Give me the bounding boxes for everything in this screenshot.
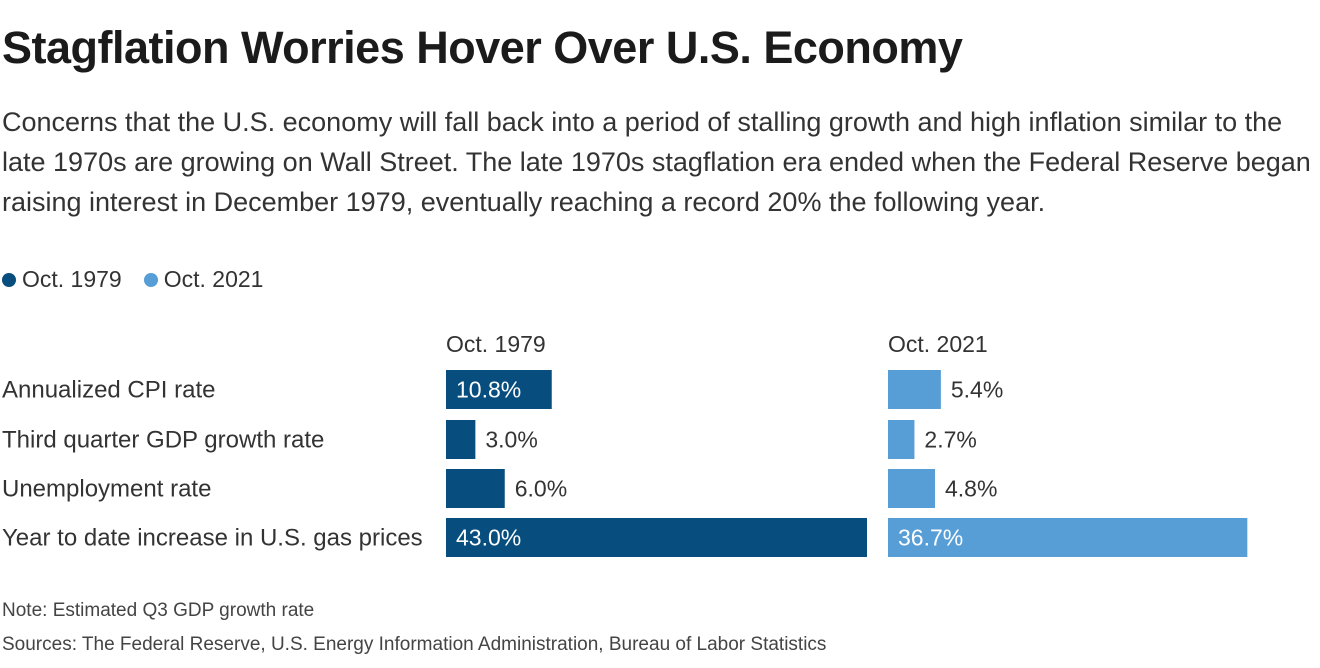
value-label-0-2: 6.0%: [515, 476, 567, 502]
value-label-0-1: 3.0%: [485, 427, 537, 453]
category-label-1: Third quarter GDP growth rate: [2, 427, 324, 454]
category-label-0: Annualized CPI rate: [2, 377, 215, 404]
category-label-2: Unemployment rate: [2, 476, 211, 503]
bar-1-1: [888, 420, 915, 459]
bar-0-3: [446, 518, 867, 557]
chart-sources: Sources: The Federal Reserve, U.S. Energ…: [2, 634, 827, 655]
bar-1-0: [888, 370, 941, 409]
value-label-0-3: 43.0%: [456, 525, 521, 551]
bar-0-2: [446, 469, 505, 508]
value-label-1-0: 5.4%: [951, 377, 1003, 403]
chart-note: Note: Estimated Q3 GDP growth rate: [2, 600, 315, 621]
legend-label-2021: Oct. 2021: [163, 266, 264, 292]
legend-item-2021: Oct. 2021: [143, 266, 264, 293]
bar-0-0: [446, 370, 552, 409]
legend-item-1979: Oct. 1979: [2, 266, 122, 293]
bar-1-2: [888, 469, 935, 508]
chart-subtitle: Concerns that the U.S. economy will fall…: [2, 107, 1311, 217]
legend-label-1979: Oct. 1979: [22, 266, 122, 292]
value-label-1-2: 4.8%: [945, 476, 997, 502]
column-header-0: Oct. 1979: [446, 331, 546, 357]
value-label-1-3: 36.7%: [898, 525, 963, 551]
bar-chart: Oct. 1979 Oct. 2021 Annualized CPI rate Thi…: [2, 331, 1248, 557]
bar-0-1: [446, 420, 476, 459]
value-label-0-0: 10.8%: [456, 377, 521, 403]
chart-title: Stagflation Worries Hover Over U.S. Econ…: [2, 22, 963, 73]
category-label-3: Year to date increase in U.S. gas prices: [2, 525, 423, 552]
legend-dot-2021: [143, 272, 158, 287]
legend-dot-1979: [2, 272, 16, 287]
value-label-1-1: 2.7%: [924, 427, 976, 453]
column-header-1: Oct. 2021: [888, 331, 988, 357]
bar-1-3: [888, 518, 1248, 557]
legend: Oct. 1979 Oct. 2021: [2, 266, 263, 293]
